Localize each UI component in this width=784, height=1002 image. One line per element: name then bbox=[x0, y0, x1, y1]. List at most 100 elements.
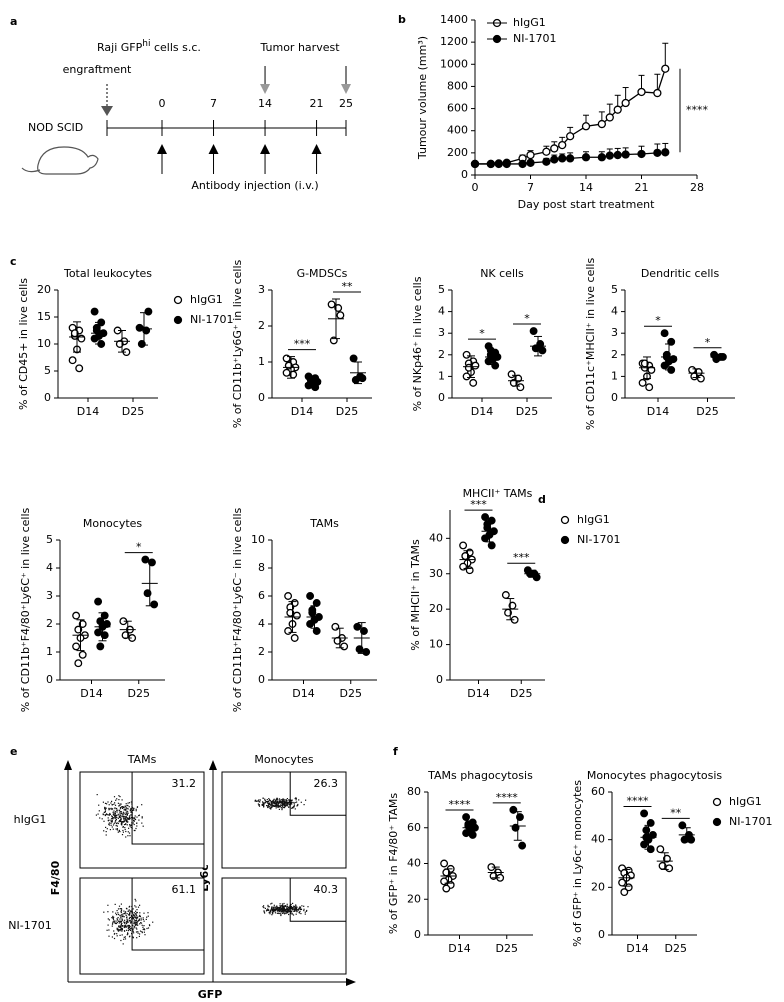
flow-dot bbox=[118, 926, 120, 928]
flow-dot bbox=[262, 801, 264, 803]
flow-dot bbox=[116, 828, 118, 830]
flow-dot bbox=[122, 913, 124, 915]
flow-dot bbox=[292, 914, 295, 916]
x-tick-label: D25 bbox=[510, 687, 532, 700]
flow-dot bbox=[108, 823, 110, 825]
flow-dots bbox=[254, 797, 307, 811]
y-tick-label: 8 bbox=[258, 561, 265, 574]
legend-marker bbox=[560, 535, 570, 545]
flow-dot bbox=[135, 900, 137, 902]
flow-dot bbox=[113, 920, 115, 922]
flow-dot bbox=[295, 907, 297, 909]
marker bbox=[470, 159, 480, 169]
flow-dot bbox=[277, 801, 279, 803]
flow-dot bbox=[276, 803, 278, 805]
flow-dot bbox=[116, 814, 118, 817]
flow-dot bbox=[111, 820, 113, 822]
flow-dot bbox=[125, 819, 127, 821]
flow-dot bbox=[136, 912, 138, 914]
flow-dot bbox=[140, 922, 142, 924]
flow-dot bbox=[108, 919, 110, 921]
marker bbox=[647, 365, 656, 374]
flow-dot bbox=[128, 924, 130, 927]
x-tick-label: D14 bbox=[291, 405, 313, 418]
flow-dot bbox=[133, 919, 135, 921]
flow-dot bbox=[133, 914, 135, 916]
flow-dot bbox=[258, 799, 260, 801]
y-tick-label: 40 bbox=[429, 531, 443, 544]
flow-dot bbox=[111, 804, 113, 806]
flow-dot bbox=[125, 809, 127, 811]
flow-dot bbox=[294, 906, 296, 908]
flow-dot bbox=[126, 821, 128, 823]
flow-dot bbox=[280, 911, 282, 913]
flow-dot bbox=[120, 811, 122, 813]
flow-dot bbox=[293, 908, 295, 910]
flow-dot bbox=[278, 912, 280, 915]
flow-dot bbox=[129, 824, 131, 826]
flow-dot bbox=[276, 804, 278, 806]
flow-dot bbox=[109, 829, 111, 831]
flow-dot bbox=[290, 800, 293, 802]
y-tick-label: 4 bbox=[46, 561, 53, 574]
flow-dot bbox=[132, 807, 134, 809]
marker bbox=[92, 326, 101, 335]
flow-dot bbox=[132, 915, 135, 917]
flow-dot bbox=[119, 820, 121, 822]
flow-dot bbox=[139, 914, 141, 916]
gate-percent: 31.2 bbox=[172, 777, 197, 790]
flow-dot bbox=[129, 926, 131, 928]
flow-dot bbox=[300, 908, 302, 910]
flow-dot bbox=[286, 798, 288, 800]
marker bbox=[94, 597, 103, 606]
mouse-body bbox=[37, 146, 99, 175]
y-tick-label: 4 bbox=[611, 305, 618, 318]
flow-dot bbox=[117, 809, 119, 811]
flow-dot bbox=[303, 910, 305, 912]
marker bbox=[115, 340, 124, 348]
flow-dot bbox=[112, 828, 114, 830]
flow-dot bbox=[123, 818, 125, 820]
flow-dot bbox=[122, 831, 124, 833]
flow-dot bbox=[132, 917, 134, 919]
flow-dot bbox=[119, 819, 122, 821]
flow-dot bbox=[118, 925, 120, 928]
flow-dot bbox=[270, 808, 272, 810]
marker bbox=[100, 631, 109, 640]
marker bbox=[308, 608, 317, 617]
flow-dot bbox=[288, 908, 291, 910]
flow-dot bbox=[121, 806, 123, 808]
marker bbox=[653, 88, 662, 98]
significance-label: *** bbox=[294, 338, 311, 351]
flow-dot bbox=[133, 917, 135, 919]
flow-dot bbox=[125, 805, 127, 807]
marker bbox=[481, 513, 490, 522]
flow-dot bbox=[263, 805, 265, 808]
flow-dot bbox=[119, 819, 121, 822]
y-tick-label: 3 bbox=[611, 326, 618, 339]
flow-dot bbox=[125, 818, 127, 820]
flow-dot bbox=[286, 907, 288, 909]
significance-label: *** bbox=[513, 551, 530, 564]
marker bbox=[605, 151, 614, 160]
flow-dot bbox=[267, 906, 269, 908]
y-tick-label: 2 bbox=[46, 617, 53, 630]
flow-dot bbox=[294, 910, 296, 912]
marker bbox=[471, 361, 480, 370]
flow-dot bbox=[283, 907, 286, 909]
flow-dot bbox=[110, 802, 112, 804]
flow-dot bbox=[116, 817, 118, 819]
flow-dot bbox=[292, 807, 294, 809]
flow-dot bbox=[133, 927, 135, 929]
marker bbox=[306, 592, 315, 600]
marker bbox=[550, 144, 559, 153]
y-tick-label: 2 bbox=[611, 348, 618, 361]
flow-plot bbox=[221, 771, 347, 869]
flow-dot bbox=[135, 827, 137, 830]
flow-plot bbox=[79, 877, 205, 975]
flow-dot bbox=[283, 913, 286, 915]
flow-dot bbox=[98, 804, 100, 806]
flow-dot bbox=[274, 912, 277, 914]
flow-dot bbox=[105, 807, 107, 809]
marker bbox=[481, 534, 490, 543]
